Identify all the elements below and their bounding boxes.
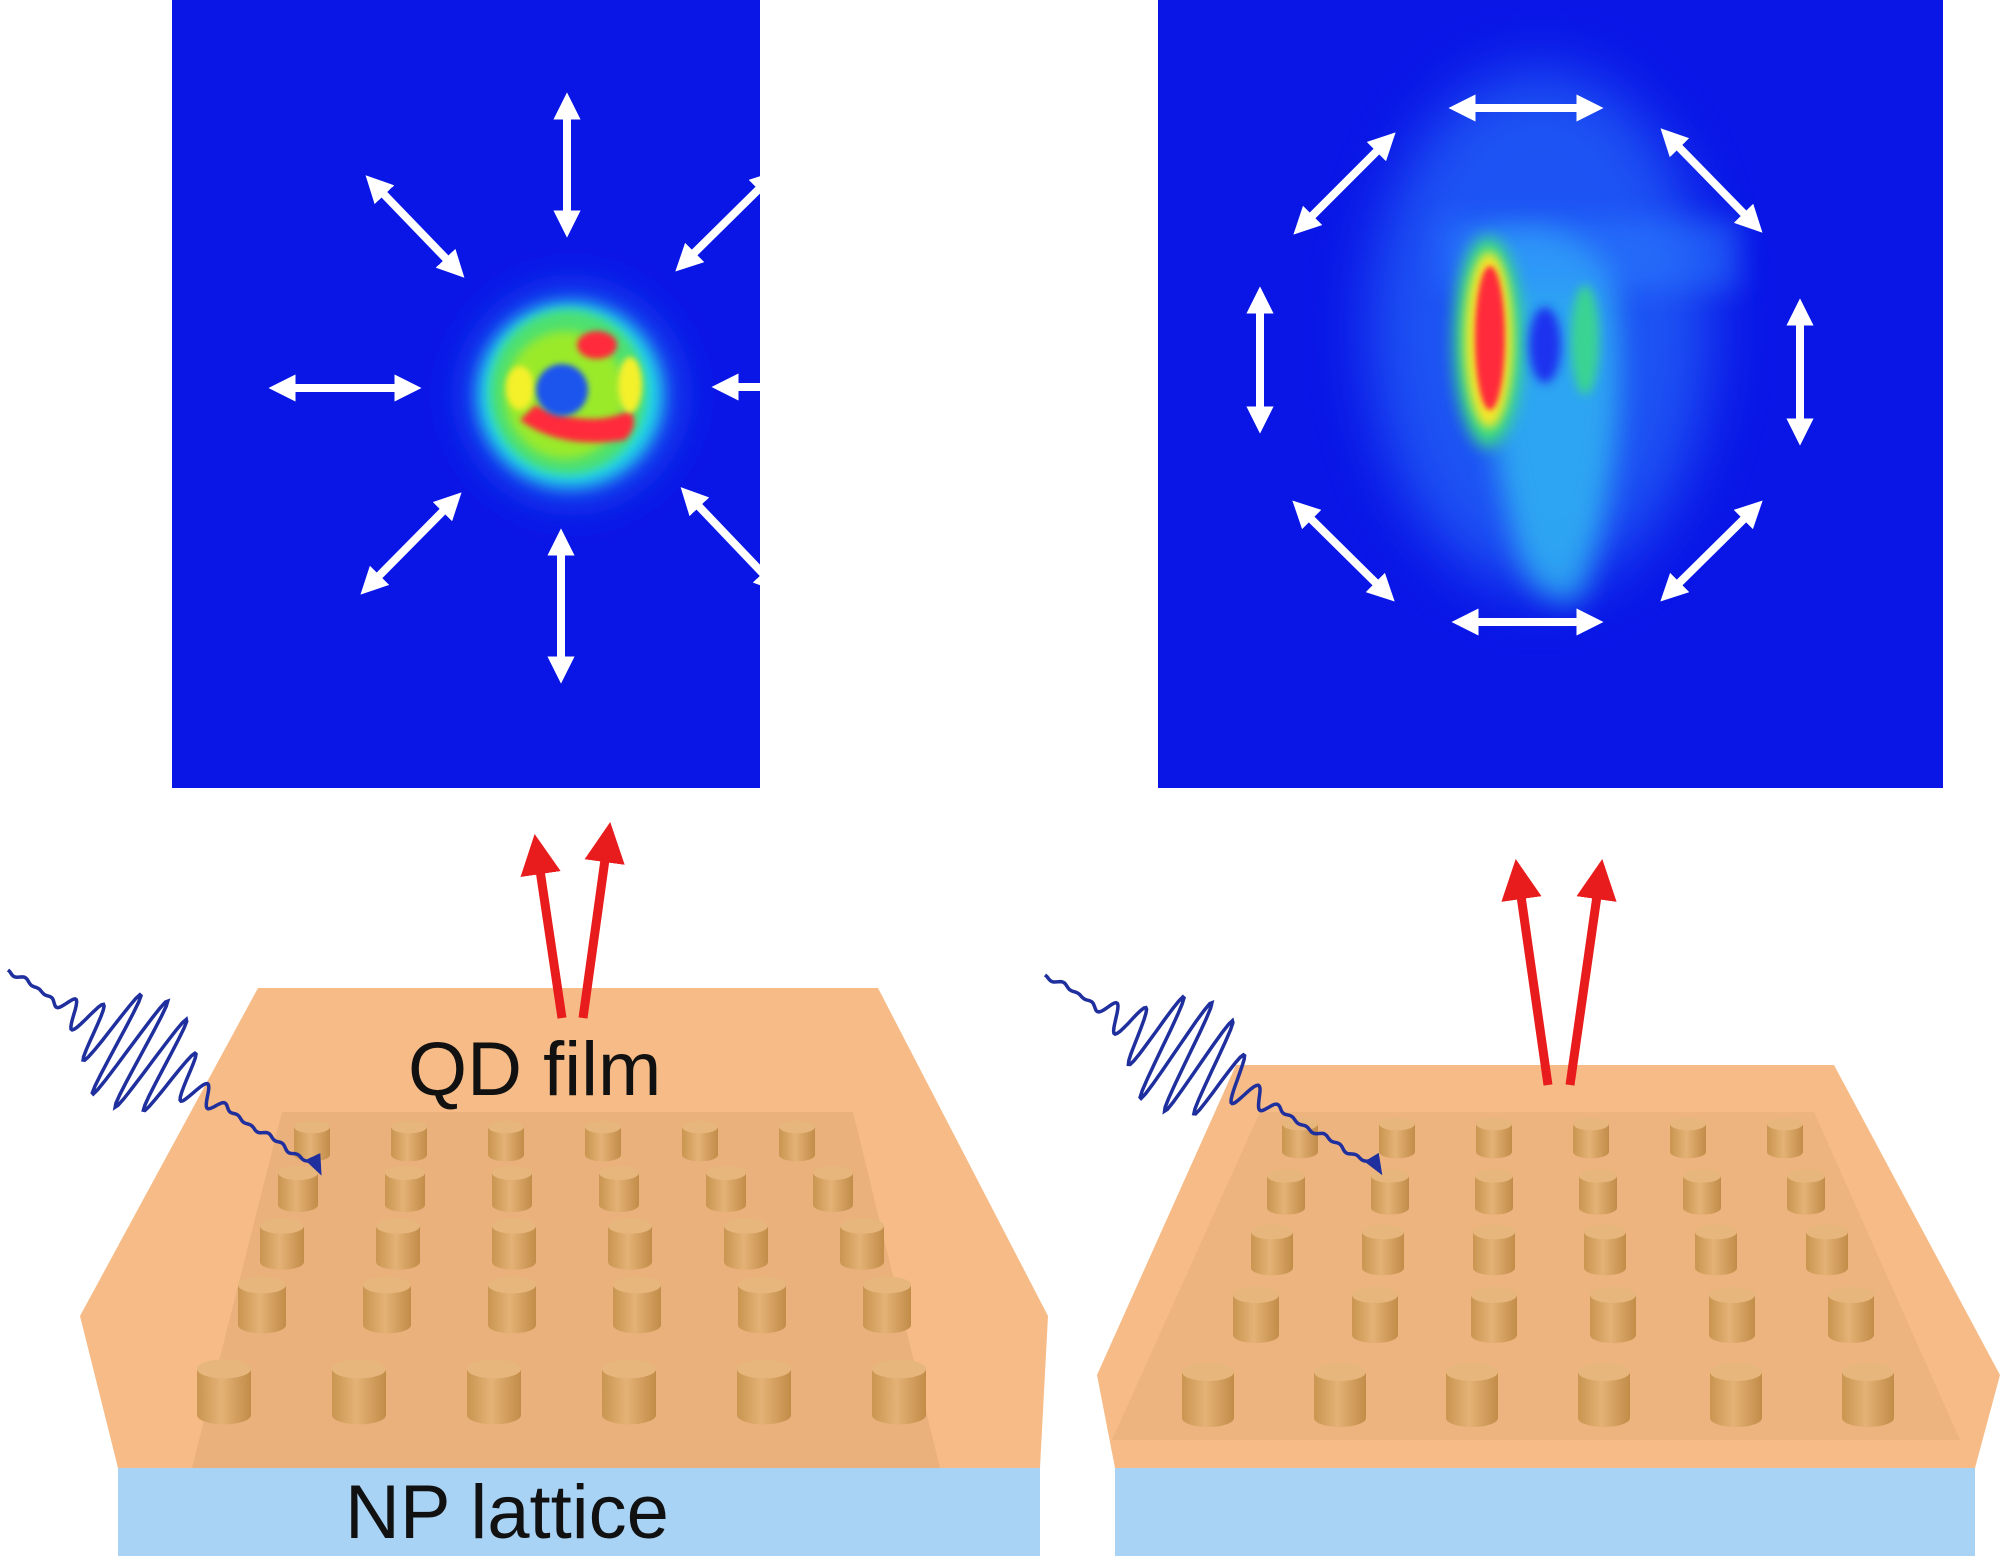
polarization-arrow-icon	[1292, 500, 1395, 602]
nanopillar	[1475, 1169, 1513, 1215]
nanopillar	[391, 1120, 427, 1162]
nanopillar	[608, 1218, 652, 1270]
nanopillar	[385, 1166, 425, 1212]
right-pillar-grid	[1182, 1117, 1894, 1428]
nanopillar	[1842, 1362, 1894, 1428]
nanopillar	[1573, 1117, 1609, 1159]
nanopillar	[1828, 1286, 1874, 1344]
nanopillar	[363, 1276, 411, 1334]
nanopillar	[599, 1166, 639, 1212]
nanopillar	[260, 1218, 304, 1270]
nanopillar	[1579, 1169, 1617, 1215]
nanopillar	[1371, 1169, 1409, 1215]
nanopillar	[724, 1218, 768, 1270]
left-donut-emission	[432, 255, 712, 535]
emission-arrow-icon	[1501, 858, 1553, 1086]
nanopillar	[1709, 1286, 1755, 1344]
right-device	[1097, 1065, 2000, 1556]
nanopillar	[1683, 1169, 1721, 1215]
nanopillar	[1787, 1169, 1825, 1215]
nanopillar	[1584, 1224, 1626, 1276]
right-film-inner-region	[1112, 1112, 1960, 1440]
nanopillar	[1233, 1286, 1279, 1344]
left-substrate	[118, 1468, 1040, 1556]
nanopillar	[1806, 1224, 1848, 1276]
left-radial-polarization-arrows	[268, 92, 859, 684]
right-azimuthal-polarization-arrows	[1246, 94, 1814, 636]
nanopillar	[492, 1218, 536, 1270]
nanopillar	[1314, 1362, 1366, 1428]
nanopillar	[376, 1218, 420, 1270]
nanopillar	[1352, 1286, 1398, 1344]
polarization-arrow-icon	[365, 175, 465, 278]
right-substrate	[1115, 1468, 1975, 1556]
nanopillar	[613, 1276, 661, 1334]
nanopillar	[488, 1276, 536, 1334]
np-lattice-label: NP lattice	[345, 1470, 669, 1555]
nanopillar	[1590, 1286, 1636, 1344]
nanopillar	[467, 1359, 521, 1425]
left-emission-map	[172, 0, 859, 788]
left-device	[80, 988, 1048, 1556]
nanopillar	[813, 1166, 853, 1212]
emission-arrow-icon	[520, 833, 567, 1019]
nanopillar	[1471, 1286, 1517, 1344]
nanopillar	[1670, 1117, 1706, 1159]
polarization-arrow-icon	[675, 170, 778, 272]
nanopillar	[682, 1120, 718, 1162]
nanopillar	[1362, 1224, 1404, 1276]
nanopillar	[738, 1276, 786, 1334]
nanopillar	[1446, 1362, 1498, 1428]
polarization-arrow-icon	[360, 492, 462, 595]
nanopillar	[1379, 1117, 1415, 1159]
polarization-arrow-icon	[1660, 128, 1763, 233]
nanopillar	[488, 1120, 524, 1162]
emission-arrow-icon	[1565, 858, 1617, 1086]
nanopillar	[492, 1166, 532, 1212]
nanopillar	[197, 1359, 251, 1425]
nanopillar	[294, 1120, 330, 1162]
nanopillar	[1476, 1117, 1512, 1159]
nanopillar	[332, 1359, 386, 1425]
nanopillar	[840, 1218, 884, 1270]
right-excitation-pulse-icon	[1043, 973, 1383, 1176]
left-excitation-pulse-icon	[6, 968, 322, 1176]
polarization-arrow-icon	[1293, 132, 1396, 235]
donut-center-hole	[536, 364, 588, 416]
nanopillar	[1251, 1224, 1293, 1276]
nanopillar	[706, 1166, 746, 1212]
nanopillar	[602, 1359, 656, 1425]
polarization-arrow-icon	[680, 487, 782, 593]
nanopillar	[238, 1276, 286, 1334]
nanopillar	[1695, 1224, 1737, 1276]
nanopillar	[278, 1166, 318, 1212]
left-emission-arrows	[520, 821, 625, 1019]
nanopillar	[585, 1120, 621, 1162]
nanopillar	[1267, 1169, 1305, 1215]
nanopillar	[737, 1359, 791, 1425]
nanopillar	[863, 1276, 911, 1334]
right-emission-arrows	[1501, 858, 1617, 1086]
nanopillar	[1182, 1362, 1234, 1428]
emission-arrow-icon	[578, 821, 625, 1019]
right-emission-map	[1158, 0, 1943, 788]
nanopillar	[1710, 1362, 1762, 1428]
nanopillar	[1473, 1224, 1515, 1276]
left-film-inner-region	[192, 1112, 940, 1468]
left-pillar-grid	[197, 1120, 926, 1425]
nanopillar	[1767, 1117, 1803, 1159]
nanopillar	[1578, 1362, 1630, 1428]
nanopillar	[872, 1359, 926, 1425]
polarization-arrow-icon	[1660, 500, 1763, 602]
nanopillar	[779, 1120, 815, 1162]
qd-film-label: QD film	[408, 1027, 661, 1112]
